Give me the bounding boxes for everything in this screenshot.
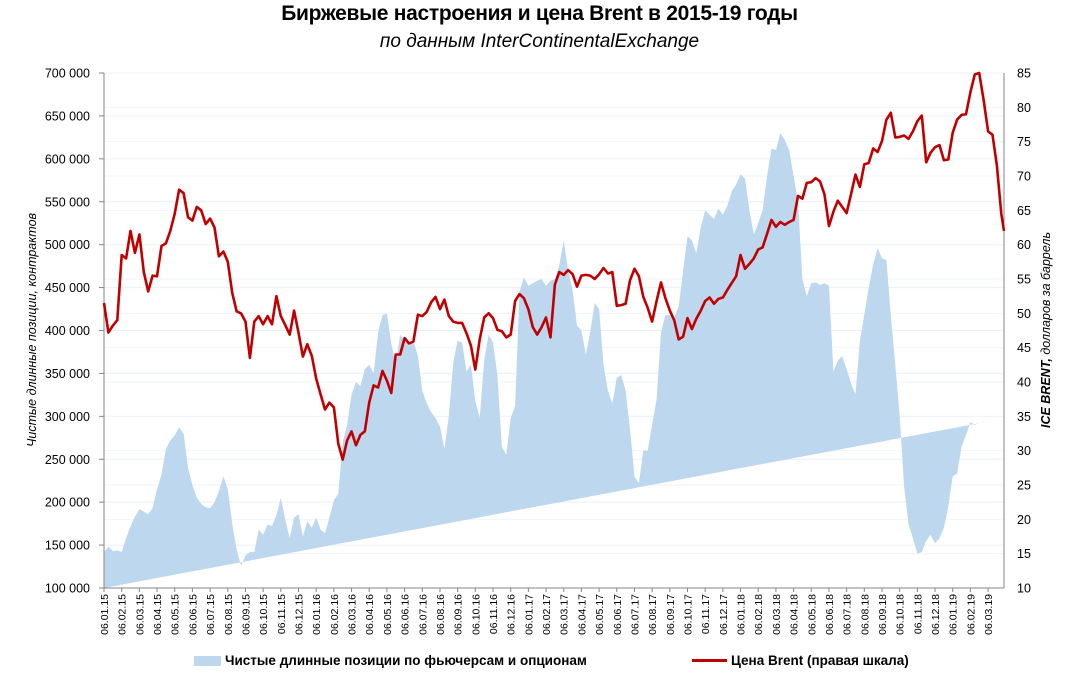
left-tick-label: 450 000 [45,281,90,295]
x-tick-label: 06.08.17 [647,594,659,635]
net-long-positions-area [104,133,980,588]
right-axis-title: ICE BRENT, долларов за баррель [1039,232,1053,428]
left-tick-label: 100 000 [45,582,90,596]
x-tick-label: 06.11.16 [488,594,500,634]
right-tick-label: 20 [1017,513,1031,527]
left-tick-label: 650 000 [45,109,90,123]
x-tick-label: 06.11.18 [912,594,924,634]
chart-subtitle: по данным InterContinentalExchange [379,31,700,52]
left-tick-label: 700 000 [45,67,90,81]
x-tick-label: 06.07.16 [417,594,429,635]
x-tick-label: 06.09.17 [665,594,677,635]
x-tick-label: 06.08.15 [223,594,235,635]
x-tick-label: 06.01.15 [99,594,111,635]
x-tick-label: 06.03.16 [347,594,359,635]
brent-price-line [102,71,1006,461]
x-tick-label: 06.01.17 [523,594,535,635]
x-tick-label: 06.02.16 [329,594,341,635]
x-tick-label: 06.05.15 [170,594,182,635]
x-tick-label: 06.10.16 [470,594,482,635]
x-tick-label: 06.06.16 [400,594,412,635]
left-tick-label: 150 000 [45,539,90,553]
legend-line-swatch [692,659,727,662]
x-tick-label: 06.06.15 [187,594,199,635]
right-tick-label: 75 [1017,135,1031,149]
right-tick-label: 45 [1017,341,1031,355]
x-tick-label: 06.05.17 [594,594,606,635]
right-tick-label: 70 [1017,170,1031,184]
x-tick-label: 06.10.18 [895,594,907,635]
x-axis-ticks: 06.01.15 06.02.15 06.03.15 06.04.15 06.05.15… [99,588,995,635]
left-tick-label: 200 000 [45,496,90,510]
left-tick-label: 350 000 [45,367,90,381]
legend-area-swatch [194,655,221,666]
x-tick-label: 06.03.17 [559,594,571,635]
x-tick-label: 06.03.18 [771,594,783,635]
left-tick-label: 550 000 [45,195,90,209]
right-tick-label: 80 [1017,101,1031,115]
x-tick-label: 06.02.17 [541,594,553,635]
legend-item-positions: Чистые длинные позиции по фьючерсам и оп… [194,653,587,668]
x-tick-label: 06.12.17 [718,594,730,635]
x-tick-label: 06.12.18 [930,594,942,635]
x-tick-label: 06.02.19 [965,594,977,635]
x-tick-label: 06.11.15 [276,594,288,634]
left-tick-label: 250 000 [45,453,90,467]
right-tick-label: 60 [1017,238,1031,252]
right-tick-label: 10 [1017,582,1031,596]
x-tick-label: 06.03.19 [983,594,995,635]
x-tick-label: 06.03.15 [134,594,146,635]
right-tick-label: 65 [1017,204,1031,218]
x-tick-label: 06.07.15 [205,594,217,635]
x-tick-label: 06.08.16 [435,594,447,635]
x-tick-label: 06.05.16 [382,594,394,635]
left-axis-title: Чистые длинные позиции, контрактов [25,212,39,447]
x-tick-label: 06.01.19 [948,594,960,635]
x-tick-label: 06.10.17 [683,594,695,635]
x-tick-label: 06.02.18 [753,594,765,635]
legend-area-label: Чистые длинные позиции по фьючерсам и оп… [225,653,587,668]
x-tick-label: 06.11.17 [700,594,712,634]
right-axis-ticks: 10 15 20 25 30 35 40 45 50 55 60 65 70 75 80 85 [1017,67,1031,596]
right-tick-label: 40 [1017,376,1031,390]
x-tick-label: 06.07.18 [842,594,854,635]
left-tick-label: 400 000 [45,324,90,338]
x-tick-label: 06.07.17 [630,594,642,635]
x-tick-label: 06.08.18 [859,594,871,635]
right-tick-label: 15 [1017,547,1031,561]
x-tick-label: 06.01.18 [736,594,748,635]
right-axis-title-rest: долларов за баррель [1039,232,1053,358]
x-tick-label: 06.04.15 [152,594,164,635]
x-tick-label: 06.09.18 [877,594,889,635]
right-tick-label: 30 [1017,444,1031,458]
x-tick-label: 06.12.15 [294,594,306,635]
left-axis-ticks: 100 000 150 000 200 000 250 000 300 000 350 0… [45,67,104,596]
left-tick-label: 500 000 [45,238,90,252]
chart-title: Биржевые настроения и цена Brent в 2015-… [281,2,798,25]
legend-item-brent: Цена Brent (правая шкала) [692,653,909,668]
right-tick-label: 50 [1017,307,1031,321]
x-tick-label: 06.01.16 [311,594,323,635]
right-tick-label: 35 [1017,410,1031,424]
x-tick-label: 06.04.16 [364,594,376,635]
x-tick-label: 06.04.18 [789,594,801,635]
right-tick-label: 85 [1017,67,1031,81]
right-axis-title-bold: ICE BRENT, [1039,358,1053,428]
right-tick-label: 55 [1017,273,1031,287]
left-tick-label: 300 000 [45,410,90,424]
x-tick-label: 06.06.17 [612,594,624,635]
x-tick-label: 06.09.15 [241,594,253,635]
x-tick-label: 06.02.15 [117,594,129,635]
left-tick-label: 600 000 [45,152,90,166]
right-tick-label: 25 [1017,479,1031,493]
x-tick-label: 06.06.18 [824,594,836,635]
legend-line-label: Цена Brent (правая шкала) [731,653,909,668]
x-tick-label: 06.12.16 [506,594,518,635]
x-tick-label: 06.09.16 [453,594,465,635]
x-tick-label: 06.05.18 [806,594,818,635]
x-tick-label: 06.10.15 [258,594,270,635]
x-tick-label: 06.04.17 [576,594,588,635]
